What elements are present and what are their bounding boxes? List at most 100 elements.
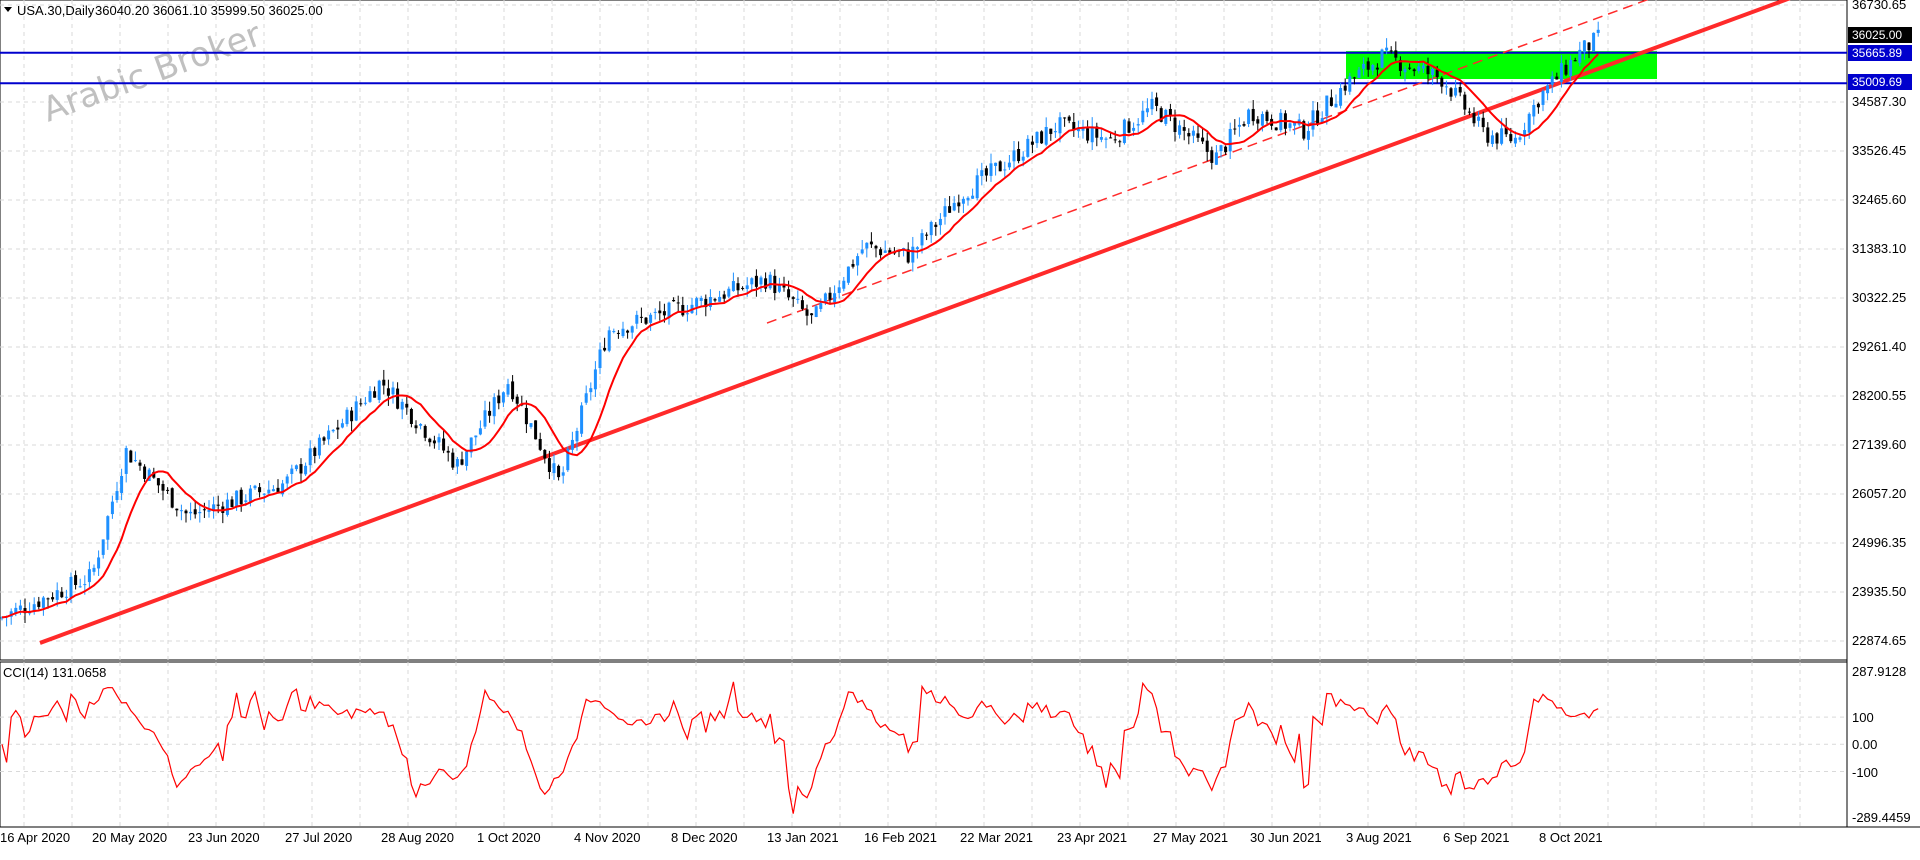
candle-body: [727, 288, 731, 297]
candle-body: [1017, 149, 1021, 162]
time-tick: 8 Dec 2020: [671, 830, 738, 845]
candle-body: [207, 510, 211, 512]
candle-body: [1210, 150, 1214, 163]
candle-body: [216, 504, 220, 506]
candle-body: [635, 314, 639, 324]
candle-body: [1587, 42, 1591, 51]
candle-body: [1076, 128, 1080, 132]
candle-body: [511, 381, 515, 400]
candle-body: [1237, 124, 1241, 127]
cci-levels: [0, 716, 1847, 772]
candle-body: [23, 608, 27, 614]
candle-body: [386, 388, 390, 396]
candle-body: [1546, 85, 1550, 94]
candle-body: [1316, 110, 1320, 125]
time-tick: 27 May 2021: [1153, 830, 1228, 845]
candle-body: [179, 510, 183, 512]
candle-body: [235, 490, 239, 507]
candle-body: [115, 491, 119, 500]
candle-body: [230, 499, 234, 508]
time-tick: 22 Mar 2021: [960, 830, 1033, 845]
candle-body: [915, 247, 919, 250]
candle-body: [368, 391, 372, 402]
candle-body: [1191, 130, 1195, 136]
candle-body: [860, 249, 864, 254]
candle-body: [649, 314, 653, 323]
candle-body: [1334, 103, 1338, 108]
candle-body: [1417, 66, 1421, 72]
price-tick: 36730.65: [1852, 0, 1906, 12]
candle-body: [1375, 67, 1379, 70]
candle-body: [529, 423, 533, 427]
candle-body: [97, 557, 101, 569]
support-trendline[interactable]: [39, 0, 1847, 645]
candle-body: [561, 472, 565, 476]
candle-body: [814, 306, 818, 317]
candle-body: [1302, 121, 1306, 139]
candle-body: [391, 387, 395, 395]
candle-body: [966, 197, 970, 201]
candle-body: [1067, 116, 1071, 121]
candle-body: [32, 604, 36, 612]
candle-body: [101, 539, 105, 555]
candle-body: [1357, 69, 1361, 78]
time-tick: 23 Apr 2021: [1057, 830, 1127, 845]
candle-body: [989, 163, 993, 176]
candle-body: [92, 567, 96, 572]
chevron-down-icon[interactable]: [4, 7, 12, 12]
candle-body: [1435, 69, 1439, 77]
candle-body: [331, 429, 335, 432]
cci-tick: 287.9128: [1852, 664, 1906, 679]
candle-body: [589, 388, 593, 393]
time-tick: 13 Jan 2021: [767, 830, 839, 845]
candle-body: [437, 437, 441, 443]
candle-body: [184, 510, 188, 514]
candle-body: [745, 285, 749, 290]
candle-body: [1532, 104, 1536, 117]
candle-body: [1426, 66, 1430, 75]
candle-body: [1242, 124, 1246, 126]
candle-body: [1159, 108, 1163, 122]
candle-body: [1403, 68, 1407, 73]
candle-body: [1251, 108, 1255, 122]
time-tick: 6 Sep 2021: [1443, 830, 1510, 845]
candle-body: [18, 605, 22, 610]
price-tick: 32465.60: [1852, 192, 1906, 207]
candle-body: [1224, 146, 1228, 153]
candle-body: [69, 577, 73, 598]
candle-body: [193, 509, 197, 515]
candle-body: [662, 311, 666, 316]
candle-body: [883, 250, 887, 253]
candle-body: [543, 449, 547, 459]
cci-label: CCI(14) 131.0658: [3, 665, 106, 680]
time-tick: 27 Jul 2020: [285, 830, 352, 845]
candle-body: [1168, 108, 1172, 116]
candle-body: [1086, 128, 1090, 141]
candle-body: [377, 380, 381, 400]
candle-body: [1408, 67, 1412, 69]
candle-body: [1178, 125, 1182, 135]
candle-body: [1044, 127, 1048, 145]
candle-body: [1012, 150, 1016, 162]
price-tick: 22874.65: [1852, 633, 1906, 648]
candle-body: [373, 391, 377, 398]
candle-body: [819, 303, 823, 309]
channel-trendline[interactable]: [766, 0, 1660, 324]
candle-body: [1274, 127, 1278, 131]
candle-body: [846, 266, 850, 283]
candle-body: [419, 424, 423, 426]
candle-body: [1431, 69, 1435, 75]
candle-body: [1320, 118, 1324, 123]
candle-body: [524, 407, 528, 425]
candle-body: [294, 465, 298, 470]
candle-body: [796, 298, 800, 300]
candle-body: [1592, 32, 1596, 52]
candle-body: [1569, 59, 1573, 76]
candle-body: [455, 459, 459, 467]
candle-body: [483, 410, 487, 427]
candle-body: [143, 466, 147, 479]
candle-body: [598, 349, 602, 369]
candle-body: [630, 326, 634, 333]
candle-body: [1467, 111, 1471, 113]
